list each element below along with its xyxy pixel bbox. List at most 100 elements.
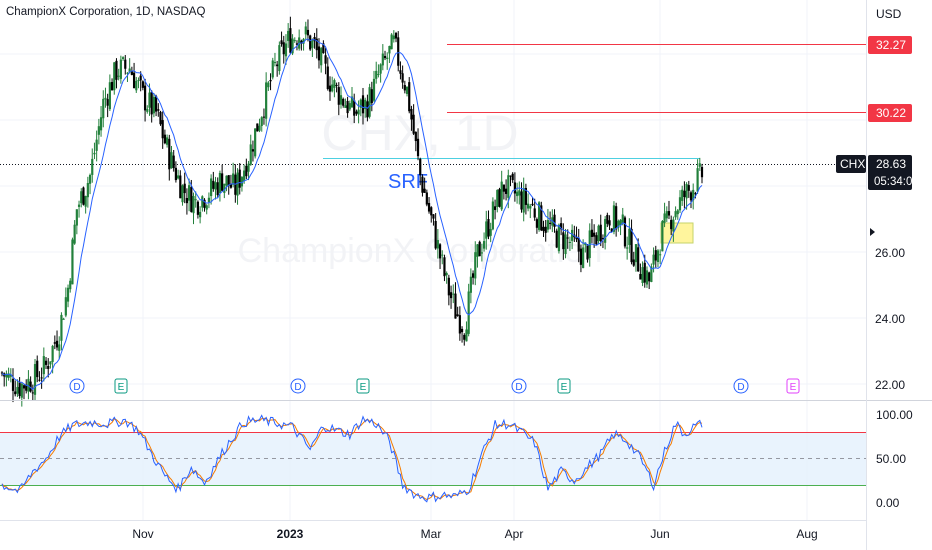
candle-body [683, 190, 686, 197]
candle-body [152, 96, 155, 114]
candle-body [454, 293, 457, 319]
candle-body [432, 214, 435, 219]
candle-body [562, 232, 565, 250]
candle-body [542, 226, 545, 232]
candle-body [641, 267, 644, 284]
srf-annotation[interactable]: SRF [388, 171, 428, 193]
candle-body [273, 62, 277, 64]
candle-body [154, 96, 158, 112]
candle-body [53, 342, 56, 344]
candle-body [280, 40, 283, 45]
candle-body [527, 203, 530, 209]
candle-body [311, 40, 314, 48]
candle-body [146, 108, 149, 112]
candle-body [42, 356, 45, 375]
candle-body [489, 228, 492, 236]
candle-body [91, 158, 94, 175]
candle-body [515, 191, 519, 197]
candle-body [295, 43, 299, 45]
candle-body [20, 383, 23, 398]
candle-body [665, 211, 668, 219]
candle-body [685, 183, 688, 199]
resistance-lines[interactable] [0, 44, 866, 165]
stochastic-k-line [1, 414, 703, 503]
candle-body [260, 117, 263, 126]
candle-body [232, 173, 235, 185]
candle-body [27, 378, 30, 392]
price-tick-24: 24.00 [875, 312, 905, 326]
candle-body [465, 329, 468, 342]
candle-body [254, 128, 257, 157]
candle-body [29, 381, 32, 392]
candle-body [271, 60, 274, 78]
current-price-badge[interactable]: CHX 28.63 05:34:09 [836, 155, 919, 190]
candle-body [170, 152, 173, 169]
candle-body [623, 217, 627, 247]
time-label-apr: Apr [505, 527, 524, 541]
candle-body [549, 222, 552, 224]
candle-body [427, 202, 431, 212]
candle-body [64, 297, 67, 316]
level-labels: 32.27 30.22 [868, 36, 912, 122]
candle-body [485, 221, 488, 239]
current-price: 28.63 [876, 157, 906, 171]
candle-body [502, 184, 505, 192]
candle-body [18, 382, 21, 397]
candle-body [5, 373, 8, 378]
candle-body [66, 287, 70, 302]
candle-body [564, 234, 567, 255]
scale-scroll-arrow-icon[interactable] [870, 228, 875, 236]
highlight-box[interactable] [660, 222, 694, 244]
candle-body [474, 252, 477, 279]
candle-body [315, 38, 318, 51]
candle-body [291, 38, 294, 54]
candle-body [469, 276, 472, 293]
candle-body [626, 247, 629, 249]
candle-body [342, 98, 345, 106]
price-tick-22: 22.00 [875, 378, 905, 392]
oscillator-scale[interactable]: 100.00 50.00 0.00 [876, 408, 913, 510]
candle-body [676, 210, 679, 215]
candle-body [593, 232, 596, 237]
candle-body [82, 187, 85, 205]
time-axis[interactable]: Nov 2023 Mar Apr Jun Aug [132, 527, 817, 541]
candle-body [216, 182, 219, 196]
price-tick-26: 26.00 [875, 246, 905, 260]
candle-body [322, 43, 325, 54]
candle-body [491, 201, 494, 230]
candle-body [7, 373, 10, 378]
candle-body [412, 114, 415, 134]
candle-body [22, 385, 26, 389]
candle-body [203, 199, 206, 208]
time-label-nov: Nov [132, 527, 153, 541]
price-scale[interactable]: USD 26.00 24.00 22.00 [875, 7, 905, 392]
candle-body [438, 244, 442, 259]
candle-body [159, 111, 162, 125]
candle-body [313, 37, 316, 42]
candle-body [571, 229, 574, 241]
candle-body [456, 314, 459, 316]
candle-body [267, 82, 270, 88]
dividend-marker-icon: D [511, 378, 527, 394]
candle-body [71, 239, 74, 285]
oscillator-pane [0, 414, 866, 503]
candle-body [51, 345, 54, 362]
candle-body [165, 137, 169, 145]
candle-body [511, 173, 514, 181]
candle-body [443, 257, 446, 277]
candle-body [509, 175, 512, 177]
candle-body [368, 87, 371, 117]
candle-body [218, 172, 222, 194]
candle-body [320, 48, 323, 66]
candle-body [652, 254, 655, 265]
candle-body [504, 188, 508, 194]
earnings-marker-icon: E [557, 378, 571, 394]
candle-body [201, 196, 204, 208]
candle-body [183, 183, 186, 194]
candle-body [150, 91, 153, 115]
candle-body [238, 169, 241, 188]
candle-body [535, 219, 539, 228]
candle-body [289, 28, 292, 53]
candle-body [681, 189, 684, 201]
